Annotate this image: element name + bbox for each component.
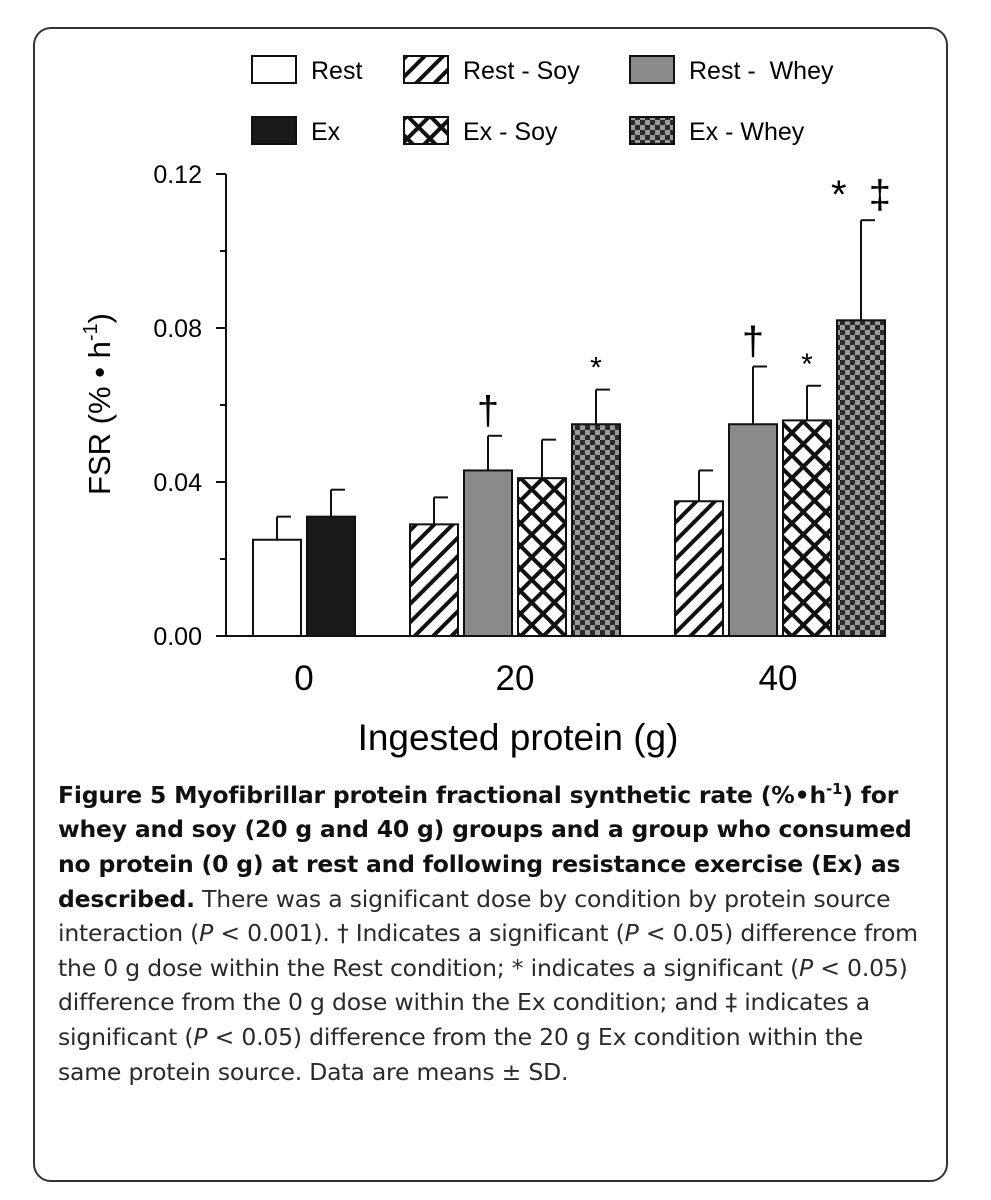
x-axis-label: Ingested protein (g) <box>358 717 679 758</box>
legend-item-rest-soy: Rest - Soy <box>403 55 580 85</box>
legend-label-ex-soy: Ex - Soy <box>463 118 558 146</box>
bar-20g-rest-whey: † <box>463 389 513 638</box>
x-tick-label-0: 0 <box>294 659 313 698</box>
legend-item-rest: Rest <box>251 55 362 85</box>
legend: Rest Rest - Soy Rest - Whey Ex Ex - Soy … <box>251 55 834 146</box>
bar-rect <box>517 477 567 637</box>
bar-rect <box>836 319 886 637</box>
y-axis-label: FSR (% • h-1) <box>80 313 117 495</box>
caption-p-1: P <box>199 919 214 948</box>
caption-text-2: < 0.001). † Indicates a significant ( <box>213 919 625 948</box>
significance-mark: * ‡ <box>831 173 891 217</box>
legend-label-ex-whey: Ex - Whey <box>689 118 805 146</box>
caption-text-5: < 0.05) difference from the 20 g Ex cond… <box>58 1022 863 1086</box>
y-tick-label: 0.04 <box>153 469 202 497</box>
legend-swatch-ex <box>251 116 297 145</box>
bar-rect <box>674 500 724 637</box>
significance-mark: † <box>742 320 764 364</box>
caption-title-rest: ) for whey and soy (20 g and 40 g) group… <box>58 780 912 913</box>
legend-swatch-ex-whey <box>629 116 675 145</box>
bar-40g-ex-whey: * ‡ <box>831 173 891 637</box>
chart: Rest Rest - Soy Rest - Whey Ex Ex - Soy … <box>80 55 891 758</box>
caption-p-2: P <box>624 919 639 948</box>
y-axis-label-group: FSR (% • h-1) <box>80 313 117 495</box>
caption-title-sup: -1 <box>825 780 843 798</box>
bar-20g-ex-soy <box>517 438 567 637</box>
bar-rect <box>571 423 621 637</box>
y-tick-label: 0.00 <box>153 623 202 651</box>
x-tick-label-40: 40 <box>759 659 798 698</box>
caption-title: Myofibrillar protein fractional syntheti… <box>174 780 826 809</box>
y-axis-label-sup: -1 <box>80 323 102 341</box>
caption-text-3: < 0.05) difference from the 0 g dose wit… <box>58 919 918 982</box>
significance-mark: † <box>477 389 499 433</box>
legend-item-ex: Ex <box>251 116 341 146</box>
bar-0g-ex <box>306 488 356 638</box>
bar-20g-ex-whey: * <box>571 352 621 637</box>
legend-label-ex: Ex <box>311 118 341 146</box>
caption-text-4: < 0.05) difference from the 0 g dose wit… <box>58 953 908 1051</box>
legend-swatch-rest-soy <box>403 55 449 84</box>
y-tick-label: 0.08 <box>153 315 202 343</box>
bar-40g-rest-whey: † <box>728 320 778 637</box>
legend-swatch-ex-soy <box>403 116 449 145</box>
legend-swatch-rest <box>251 55 297 84</box>
x-tick-labels: 0 20 40 <box>294 659 797 698</box>
bar-rect <box>463 469 513 638</box>
figure-caption: Figure 5 Myofibrillar protein fractional… <box>58 772 928 1089</box>
bar-rect <box>306 515 356 638</box>
y-axis-label-close: ) <box>82 313 117 323</box>
bar-20g-rest-soy <box>409 496 459 637</box>
bar-rect <box>728 423 778 637</box>
bar-0g-rest <box>252 515 302 637</box>
legend-item-ex-whey: Ex - Whey <box>629 116 805 146</box>
x-tick-label-20: 20 <box>496 659 535 698</box>
significance-mark: * <box>801 348 813 381</box>
legend-label-rest: Rest <box>311 57 362 85</box>
bar-rect <box>782 419 832 637</box>
caption-p-4: P <box>193 1022 208 1051</box>
y-ticks: 0.00 0.04 0.08 0.12 <box>153 161 226 651</box>
bars: † * † * * ‡ <box>252 173 891 638</box>
y-axis-label-main: FSR (% • h <box>82 341 117 495</box>
caption-label: Figure 5 <box>58 780 167 809</box>
bar-40g-rest-soy <box>674 469 724 637</box>
legend-item-rest-whey: Rest - Whey <box>629 55 834 85</box>
legend-swatch-rest-whey <box>629 55 675 84</box>
legend-label-rest-soy: Rest - Soy <box>463 57 580 85</box>
legend-label-rest-whey: Rest - Whey <box>689 57 834 85</box>
caption-text-1: There was a significant dose by conditio… <box>58 884 891 948</box>
bar-rect <box>252 538 302 637</box>
legend-item-ex-soy: Ex - Soy <box>403 116 558 146</box>
bar-40g-ex-soy: * <box>782 348 832 637</box>
significance-mark: * <box>590 352 602 385</box>
caption-p-3: P <box>799 953 814 982</box>
bar-rect <box>409 523 459 637</box>
y-tick-label: 0.12 <box>153 161 202 189</box>
